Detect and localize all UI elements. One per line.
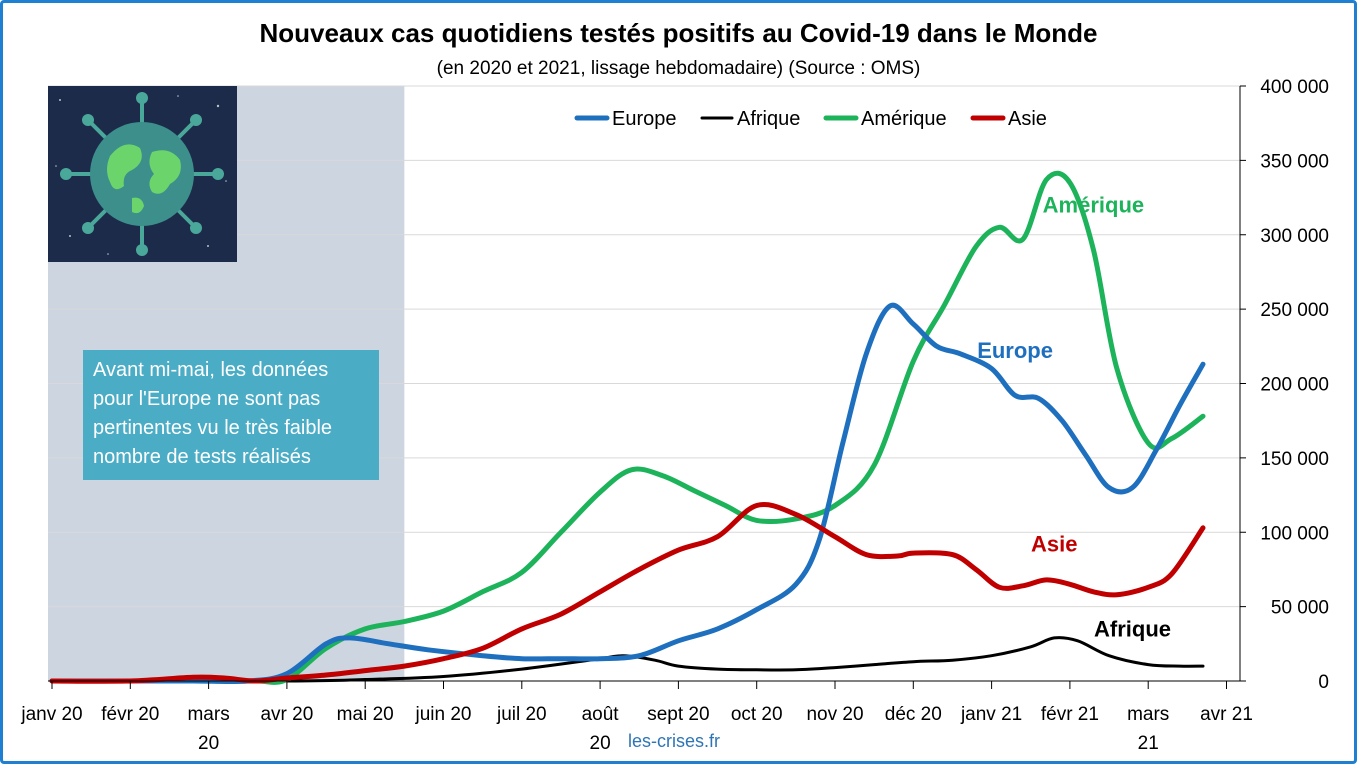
x-tick-label: févr 21 [1041,704,1099,725]
y-tick-label: 200 000 [1260,375,1329,396]
annotation-note-box: Avant mi-mai, les données pour l'Europe … [83,350,379,480]
series-line-asie [49,502,1206,684]
x-tick-label-line2: 20 [590,733,611,754]
legend: Europe Afrique Amérique Asie [574,108,1047,130]
x-tick-label: nov 20 [806,704,863,725]
series-line-afrique [50,636,1205,683]
series-line-europe [49,302,1206,685]
x-tick-label: janv 20 [20,704,82,725]
x-tick-label-line2: 21 [1138,733,1159,754]
y-tick-label: 400 000 [1260,77,1329,98]
y-tick-label: 100 000 [1260,523,1329,544]
series-annotation-amerique: Amérique [1043,192,1144,217]
x-tick-label: oct 20 [731,704,783,725]
x-tick-label: juin 20 [415,704,472,725]
x-tick-label: janv 21 [960,704,1022,725]
x-tick-label: sept 20 [647,704,709,725]
legend-label-afrique: Afrique [737,108,800,130]
y-tick-label: 300 000 [1260,226,1329,247]
x-tick-label: avr 21 [1200,704,1253,725]
series-lines [49,170,1206,685]
y-tick-label: 350 000 [1260,151,1329,172]
y-tick-label: 50 000 [1271,598,1329,619]
series-annotations: Amérique Europe Asie Afrique [977,192,1171,641]
y-tick-label: 250 000 [1260,300,1329,321]
chart-subtitle: (en 2020 et 2021, lissage hebdomadaire) … [436,58,921,79]
x-tick-label: mars [1127,704,1169,725]
x-tick-label: déc 20 [885,704,942,725]
legend-label-amerique: Amérique [861,108,947,130]
series-annotation-asie: Asie [1031,532,1077,557]
source-credit: les-crises.fr [628,731,721,751]
chart-title: Nouveaux cas quotidiens testés positifs … [259,18,1098,48]
x-tick-label-line2: 20 [198,733,219,754]
legend-label-asie: Asie [1008,108,1047,130]
x-tick-label: mars [187,704,229,725]
series-annotation-afrique: Afrique [1094,616,1171,641]
x-tick-label: févr 20 [101,704,159,725]
y-tick-label: 0 [1318,672,1329,693]
covid-globe-image [48,86,237,262]
y-tick-label: 150 000 [1260,449,1329,470]
x-tick-label: avr 20 [260,704,313,725]
x-tick-label: août [582,704,620,725]
series-annotation-europe: Europe [977,338,1053,363]
legend-label-europe: Europe [612,108,677,130]
x-tick-label: juil 20 [496,704,547,725]
axes: 0 50 000 100 000 150 000 200 000 250 000 300 0… [20,77,1329,754]
x-tick-label: mai 20 [337,704,394,725]
